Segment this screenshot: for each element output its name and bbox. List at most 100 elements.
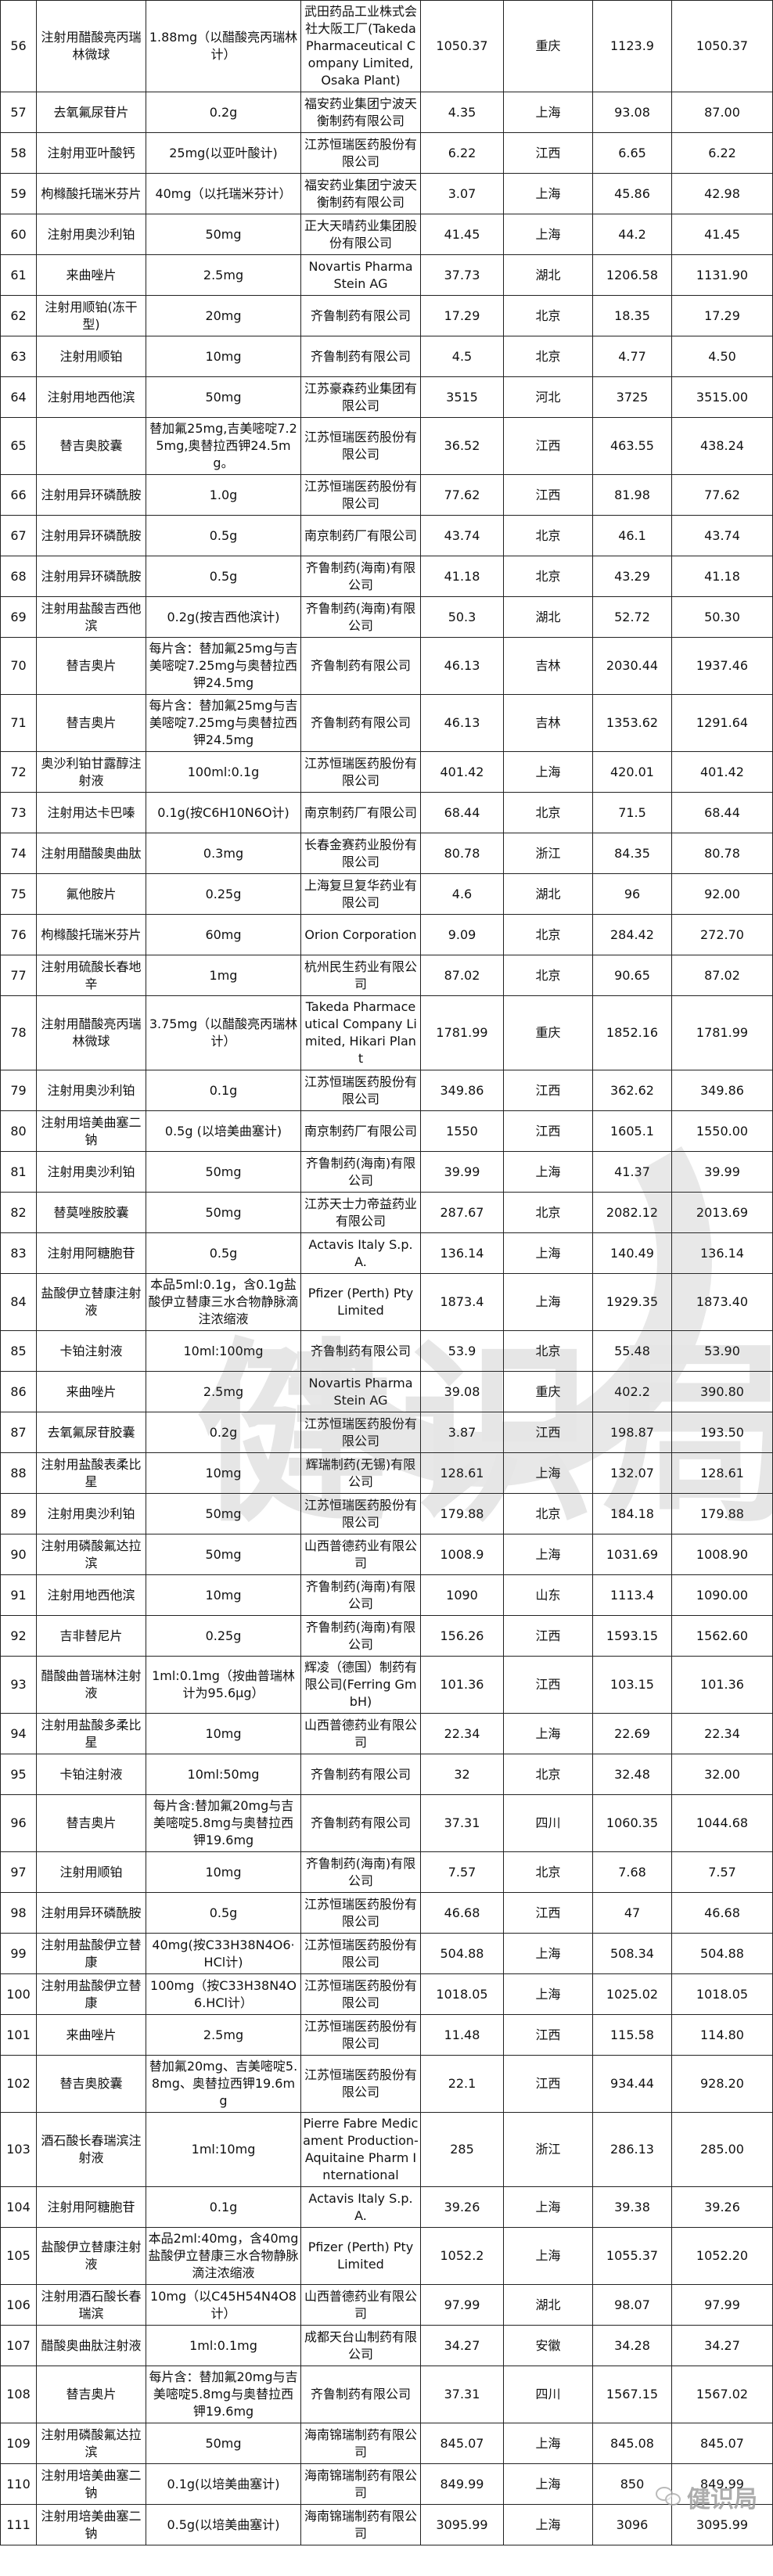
price: 32 [454,1766,470,1782]
price-cell: 7.57 [420,1851,504,1893]
manufacturer: Actavis Italy S.p.A. [308,1236,413,1269]
manufacturer: 江苏豪森药业集团有限公司 [304,380,417,413]
manufacturer: 辉凌（德国）制药有限公司(Ferring GmbH) [304,1660,417,1709]
manufacturer: 江苏恒瑞医药股份有限公司 [304,1074,417,1106]
price: 179.88 [440,1506,484,1521]
specification: 1ml:0.1mg（按曲普瑞林计为95.6μg） [152,1668,295,1700]
reduced-price-cell: 6.22 [671,132,773,174]
manufacturer: 南京制药厂有限公司 [304,527,417,543]
drug-name-cell: 盐酸伊立替康注射液 [36,2227,146,2285]
table-row: 83 注射用阿糖胞苷 0.5g Actavis Italy S.p.A. 136.14 上… [0,1232,773,1274]
specification: 0.5g [209,527,238,543]
province: 上海 [535,1245,561,1261]
price-cell: 97.99 [420,2284,504,2326]
price-cell: 504.88 [420,1933,504,1974]
province-cell: 四川 [503,1794,593,1852]
specification-cell: 25mg(以亚叶酸计) [146,132,301,174]
reduced-price: 87.02 [704,967,740,983]
reduced-price: 41.18 [704,568,740,584]
table-row: 57 去氧氟尿苷片 0.2g 福安药业集团宁波天衡制药有限公司 4.35 上海 93.08 8… [0,92,773,133]
province-cell: 湖北 [503,254,593,296]
reduced-price-cell: 22.34 [671,1713,773,1754]
table-row: 89 注射用奥沙利铂 50mg 江苏恒瑞医药股份有限公司 179.88 北京 184.18 1… [0,1493,773,1534]
province: 吉林 [535,715,561,730]
manufacturer: 南京制药厂有限公司 [304,1123,417,1139]
province-cell: 上海 [503,2463,593,2505]
specification: 0.1g(按C6H10N6O计) [157,804,289,820]
original-price-cell: 3725 [592,376,672,418]
row-number-cell: 61 [0,254,37,296]
price-cell: 6.22 [420,132,504,174]
specification-cell: 10ml:100mg [146,1330,301,1372]
row-number-cell: 87 [0,1412,37,1453]
price-cell: 50.3 [420,596,504,638]
price: 9.09 [448,926,476,942]
province: 四川 [535,2387,561,2402]
price: 136.14 [440,1245,484,1261]
drug-name: 注射用异环磷酰胺 [41,1905,142,1920]
drug-name: 枸橼酸托瑞米芬片 [41,185,142,201]
manufacturer: 辉瑞制药(无锡)有限公司 [305,1456,416,1489]
drug-name-cell: 注射用顺铂 [36,1851,146,1893]
price-cell: 11.48 [420,2014,504,2056]
province: 江西 [535,1905,561,1920]
row-number-cell: 110 [0,2463,37,2505]
row-number-cell: 89 [0,1493,37,1534]
price: 849.99 [440,2476,484,2491]
original-price-cell: 55.48 [592,1330,672,1372]
reduced-price-cell: 1008.90 [671,1534,773,1575]
manufacturer: 正大天晴药业集团股份有限公司 [304,218,417,250]
drug-name-cell: 枸橼酸托瑞米芬片 [36,173,146,214]
province-cell: 江西 [503,1656,593,1714]
price-cell: 101.36 [420,1656,504,1714]
manufacturer-cell: Novartis Pharma Stein AG [300,1371,421,1412]
original-price-cell: 1123.9 [592,0,672,92]
specification: 50mg [205,1164,242,1179]
manufacturer-cell: Pfizer (Perth) Pty Limited [300,2227,421,2285]
reduced-price: 101.36 [700,1677,744,1692]
reduced-price: 4.50 [708,348,736,364]
drug-name-cell: 注射用硫酸长春地辛 [36,955,146,996]
original-price-cell: 41.37 [592,1151,672,1193]
reduced-price-cell: 39.99 [671,1151,773,1193]
original-price-cell: 845.08 [592,2423,672,2464]
price: 1550 [446,1123,478,1139]
price-cell: 34.27 [420,2325,504,2366]
province-cell: 湖北 [503,596,593,638]
manufacturer-cell: 江苏恒瑞医药股份有限公司 [300,1412,421,1453]
reduced-price: 1873.40 [696,1294,749,1309]
original-price: 98.07 [614,2297,650,2312]
specification-cell: 0.5g [146,1892,301,1934]
specification: 0.2g [209,104,238,120]
specification-cell: 0.2g [146,92,301,133]
reduced-price-cell: 1550.00 [671,1110,773,1152]
specification-cell: 0.2g(按吉西他滨计) [146,596,301,638]
specification: 50mg [205,1546,242,1562]
reduced-price: 1567.02 [696,2387,749,2402]
reduced-price-cell: 1781.99 [671,995,773,1070]
original-price: 140.49 [610,1245,654,1261]
specification-cell: 2.5mg [146,1371,301,1412]
specification: 10ml:50mg [187,1766,260,1782]
table-row: 62 注射用顺铂(冻干型) 20mg 齐鲁制药有限公司 17.29 北京 18.35 17.2… [0,295,773,336]
province: 湖北 [535,609,561,624]
reduced-price: 1090.00 [696,1587,749,1603]
specification-cell: 50mg [146,2423,301,2464]
reduced-price-cell: 1050.37 [671,0,773,92]
price: 41.45 [444,226,480,242]
drug-name-cell: 注射用盐酸表柔比星 [36,1452,146,1494]
specification-cell: 每片含：替加氟25mg与吉美嘧啶7.25mg与奥替拉西钾24.5mg [146,637,301,695]
price-cell: 39.99 [420,1151,504,1193]
specification-cell: 2.5mg [146,254,301,296]
price-cell: 46.13 [420,694,504,752]
price: 34.27 [444,2337,480,2353]
price: 4.5 [451,348,473,364]
table-row: 58 注射用亚叶酸钙 25mg(以亚叶酸计) 江苏恒瑞医药股份有限公司 6.22 江西 6.… [0,132,773,174]
original-price-cell: 7.68 [592,1851,672,1893]
province-cell: 上海 [503,2186,593,2228]
drug-name: 注射用阿糖胞苷 [47,2199,135,2214]
original-price: 1113.4 [610,1587,654,1603]
drug-name-cell: 注射用亚叶酸钙 [36,132,146,174]
drug-name: 注射用达卡巴嗪 [47,804,135,820]
table-row: 74 注射用醋酸奥曲肽 0.3mg 长春金赛药业股份有限公司 80.78 浙江 84.35 8… [0,833,773,874]
